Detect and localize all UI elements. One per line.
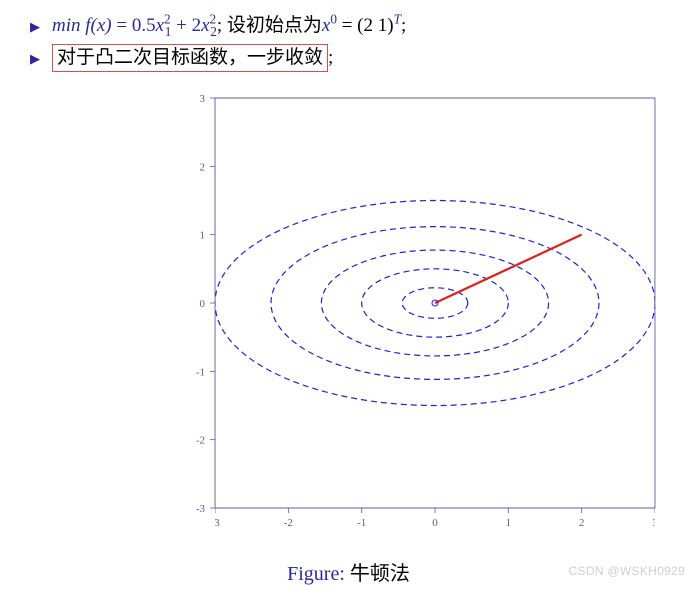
term2: x22 [201, 15, 217, 36]
bullet-marker-icon: ▶ [30, 51, 40, 67]
watermark: CSDN @WSKH0929 [569, 564, 685, 578]
term1: x21 [156, 15, 172, 36]
tail2: ; [401, 15, 406, 36]
svg-text:1: 1 [200, 230, 206, 242]
svg-text:0: 0 [200, 298, 206, 310]
svg-text:-3: -3 [196, 503, 206, 515]
svg-text:0: 0 [432, 517, 438, 529]
bullet-1-body: min f(x) = 0.5x21 + 2x22; 设初始点为x0 = (2 1… [52, 10, 406, 40]
svg-text:1: 1 [506, 517, 512, 529]
tail1: ; 设初始点为 [217, 15, 322, 36]
init-eq: = (2 1) [337, 15, 394, 36]
bullet-2: ▶ 对于凸二次目标函数，一步收敛; [30, 44, 667, 73]
boxed-statement: 对于凸二次目标函数，一步收敛 [52, 44, 328, 73]
plus: + 2 [171, 15, 201, 36]
bullet-marker-icon: ▶ [30, 19, 40, 35]
formula-eq: = 0.5 [116, 15, 155, 36]
formula-min: min [52, 15, 81, 36]
svg-text:2: 2 [579, 517, 585, 529]
svg-text:-2: -2 [196, 435, 205, 447]
x0: x0 [322, 15, 337, 36]
formula-fx: f(x) [85, 15, 111, 36]
svg-text:-2: -2 [284, 517, 293, 529]
caption-text: 牛顿法 [345, 563, 410, 585]
caption-label: Figure: [287, 563, 345, 585]
slide-content: ▶ min f(x) = 0.5x21 + 2x22; 设初始点为x0 = (2… [0, 0, 697, 86]
bullet-2-body: 对于凸二次目标函数，一步收敛; [52, 44, 333, 73]
bullet-1: ▶ min f(x) = 0.5x21 + 2x22; 设初始点为x0 = (2… [30, 10, 667, 40]
svg-text:-1: -1 [357, 517, 366, 529]
contour-chart: -3-2-10123-3-2-10123-3-2-10123 [165, 80, 675, 540]
svg-text:-1: -1 [196, 366, 205, 378]
transpose: T [394, 12, 401, 27]
svg-text:3: 3 [200, 93, 206, 105]
svg-text:2: 2 [200, 161, 206, 173]
bullet2-tail: ; [328, 47, 333, 68]
